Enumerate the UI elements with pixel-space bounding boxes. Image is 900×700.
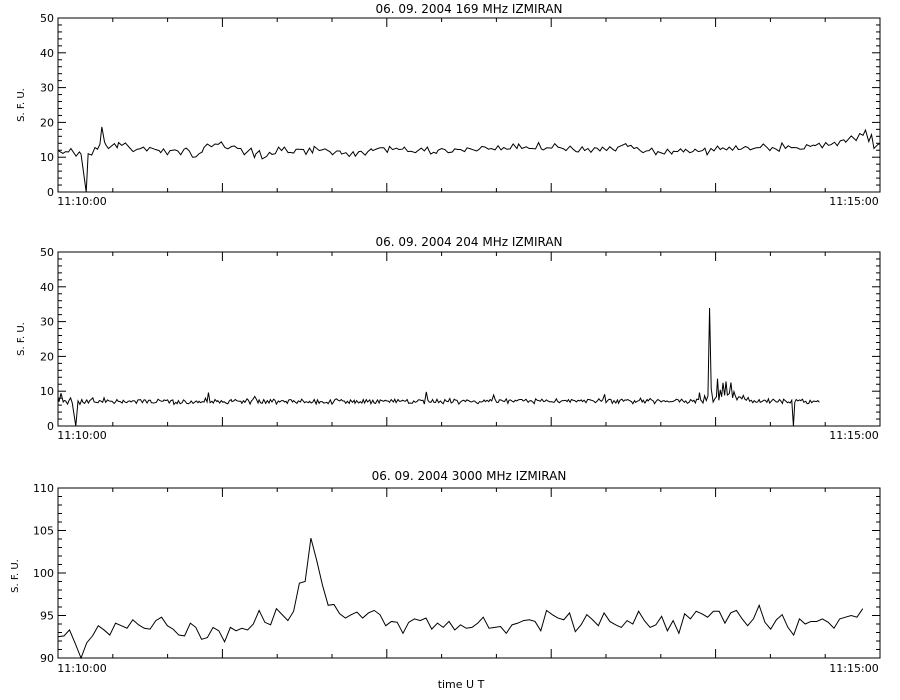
x-tick-label: 11:15:00 <box>829 195 878 208</box>
chart-panel-1: 06. 09. 2004 169 MHz IZMIRAN S. F. U. 0 10 2… <box>16 2 881 208</box>
plot-frame <box>57 17 881 193</box>
series-line-1 <box>57 308 820 427</box>
plot-frame <box>57 487 881 659</box>
y-tick-label: 50 <box>40 246 54 259</box>
chart-panel-3: 06. 09. 2004 3000 MHz IZMIRAN S. F. U. 90 9… <box>10 469 881 691</box>
y-tick-label: 0 <box>47 186 54 199</box>
series-line-1 <box>57 126 881 193</box>
y-tick-label: 30 <box>40 316 54 329</box>
x-tick-label: 11:15:00 <box>829 662 878 675</box>
x-tick-label: 11:15:00 <box>829 429 878 442</box>
x-tick-label: 11:10:00 <box>57 662 106 675</box>
y-tick-label: 95 <box>40 610 54 623</box>
x-tick-label: 11:10:00 <box>57 195 106 208</box>
y-tick-label: 30 <box>40 82 54 95</box>
series-line-1 <box>57 538 864 660</box>
y-tick-label: 20 <box>40 116 54 129</box>
y-axis-label: S. F. U. <box>10 559 21 593</box>
y-tick-label: 100 <box>33 567 54 580</box>
y-tick-label: 40 <box>40 47 54 60</box>
y-tick-label: 90 <box>40 652 54 665</box>
y-axis-label: S. F. U. <box>16 322 27 356</box>
chart-title: 06. 09. 2004 169 MHz IZMIRAN <box>375 2 562 16</box>
y-tick-label: 10 <box>40 151 54 164</box>
x-tick-label: 11:10:00 <box>57 429 106 442</box>
x-axis-label: time U T <box>438 678 485 691</box>
chart-title: 06. 09. 2004 3000 MHz IZMIRAN <box>372 469 567 483</box>
chart-title: 06. 09. 2004 204 MHz IZMIRAN <box>375 235 562 249</box>
y-tick-label: 0 <box>47 420 54 433</box>
y-tick-label: 105 <box>33 525 54 538</box>
y-tick-label: 10 <box>40 385 54 398</box>
y-tick-label: 50 <box>40 12 54 25</box>
chart-panel-2: 06. 09. 2004 204 MHz IZMIRAN S. F. U. 0 10 2… <box>16 235 881 442</box>
y-axis-label: S. F. U. <box>16 88 27 122</box>
y-tick-label: 40 <box>40 281 54 294</box>
plot-frame <box>57 251 881 427</box>
y-tick-label: 110 <box>33 482 54 495</box>
y-tick-label: 20 <box>40 350 54 363</box>
